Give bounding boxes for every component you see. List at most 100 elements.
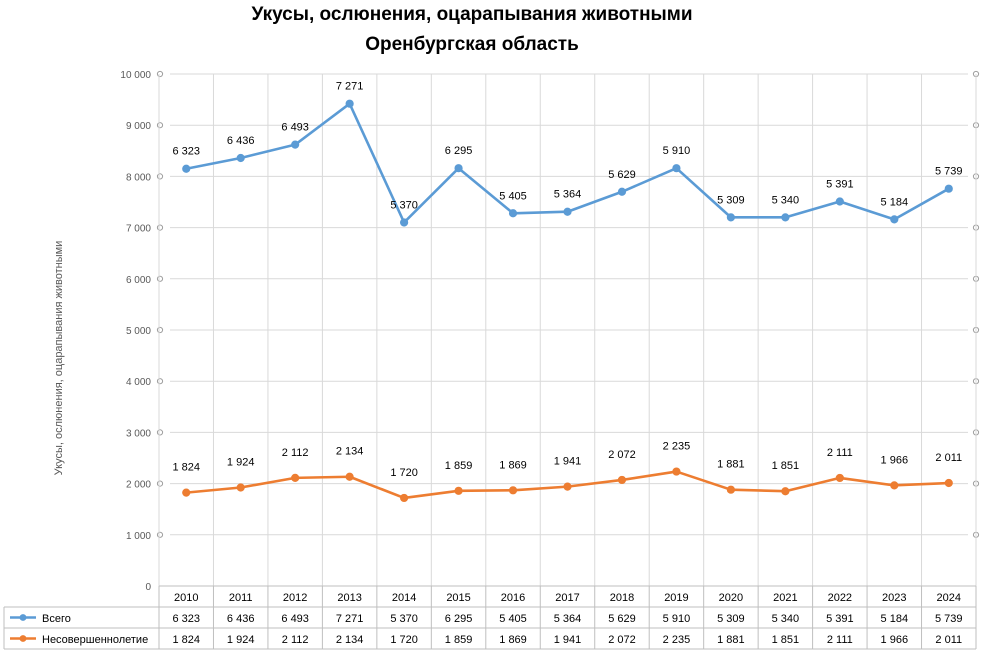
data-label: 7 271: [336, 81, 364, 93]
y-tick-label: 10 000: [120, 70, 151, 81]
data-point: [563, 482, 572, 491]
x-tick-label: 2010: [174, 592, 198, 604]
data-label: 5 364: [554, 189, 582, 201]
y-axis-marker: [156, 378, 164, 385]
x-tick-label: 2018: [610, 592, 634, 604]
data-label: 5 910: [663, 145, 691, 157]
x-tick-label: 2014: [392, 592, 416, 604]
y-tick-label: 1 000: [126, 531, 151, 542]
data-label: 2 072: [608, 449, 636, 461]
x-tick-label: 2015: [446, 592, 470, 604]
table-cell: 5 370: [390, 613, 418, 625]
x-tick-label: 2023: [882, 592, 906, 604]
data-label: 1 941: [554, 456, 582, 468]
data-label: 1 720: [390, 467, 418, 479]
y-tick-label: 0: [145, 582, 151, 593]
data-point: [835, 197, 844, 206]
legend-label: Несовершеннолетие: [42, 634, 148, 646]
data-point: [672, 164, 681, 173]
y-tick-label: 4 000: [126, 377, 151, 388]
table-cell: 1 941: [554, 634, 582, 646]
table-cell: 6 436: [227, 613, 255, 625]
y-axis-marker: [156, 480, 164, 487]
table-cell: 2 112: [282, 634, 309, 646]
data-point: [617, 475, 627, 485]
table-cell: 6 323: [172, 613, 200, 625]
table-cell: 6 493: [281, 613, 309, 625]
data-label: 1 851: [772, 460, 800, 472]
data-point: [726, 213, 736, 222]
table-cell: 1 924: [227, 634, 255, 646]
data-label: 6 323: [172, 146, 200, 158]
table-cell: 2 011: [935, 634, 962, 646]
table-cell: 1 881: [717, 634, 745, 646]
data-label: 1 966: [881, 454, 909, 466]
table-cell: 5 629: [608, 613, 636, 625]
x-tick-label: 2016: [501, 592, 525, 604]
legend-marker-1: [19, 635, 27, 642]
y-axis-marker: [156, 326, 164, 334]
data-label: 6 493: [281, 122, 309, 134]
table-cell: 1 851: [772, 634, 800, 646]
data-point: [508, 486, 518, 495]
y-axis-marker: [156, 531, 164, 538]
data-point: [236, 483, 245, 492]
x-tick-label: 2022: [828, 592, 852, 604]
table-cell: 5 309: [717, 613, 745, 625]
table-cell: 2 072: [608, 634, 636, 646]
data-point: [182, 488, 191, 497]
y-axis-marker: [156, 275, 164, 282]
data-point: [182, 164, 191, 173]
data-point: [944, 184, 953, 193]
data-point: [563, 207, 572, 216]
data-point: [400, 493, 409, 503]
data-label: 1 859: [445, 460, 473, 472]
x-tick-label: 2011: [229, 592, 253, 604]
data-point: [726, 485, 736, 494]
y-axis-marker: [156, 122, 164, 129]
data-label: 1 881: [717, 459, 745, 471]
data-label: 2 112: [282, 447, 309, 459]
data-point: [454, 486, 463, 495]
data-point: [345, 99, 354, 108]
data-label: 6 436: [227, 135, 255, 147]
data-point: [781, 213, 790, 222]
data-label: 5 629: [608, 169, 636, 181]
x-tick-label: 2021: [773, 592, 797, 604]
y-axis-marker: [156, 429, 164, 436]
y-tick-label: 6 000: [126, 275, 151, 286]
table-cell: 5 739: [935, 613, 963, 625]
data-point: [454, 164, 463, 173]
table-cell: 2 111: [827, 634, 853, 646]
data-label: 2 111: [827, 447, 853, 459]
data-point: [345, 472, 354, 481]
data-point: [236, 153, 245, 163]
data-label: 6 295: [445, 145, 473, 157]
chart-title: Укусы, ослюнения, оцарапывания животными: [251, 4, 693, 25]
y-axis-marker: [156, 70, 164, 78]
y-tick-label: 8 000: [126, 172, 151, 183]
y-tick-label: 2 000: [126, 480, 151, 491]
y-axis-marker: [156, 224, 164, 231]
table-cell: 2 235: [663, 634, 691, 646]
data-label: 5 405: [499, 190, 527, 202]
data-point: [400, 218, 409, 227]
data-label: 1 824: [172, 462, 200, 474]
table-cell: 5 405: [499, 613, 527, 625]
data-label: 5 370: [390, 199, 418, 211]
x-tick-label: 2019: [664, 592, 688, 604]
data-point: [291, 140, 300, 149]
data-label: 1 869: [499, 459, 527, 471]
data-label: 2 011: [935, 452, 962, 464]
data-point: [617, 187, 627, 196]
data-label: 2 134: [336, 446, 364, 458]
data-label: 5 340: [772, 194, 800, 206]
table-cell: 6 295: [445, 613, 473, 625]
data-label: 5 309: [717, 194, 745, 206]
y-tick-label: 7 000: [126, 224, 151, 235]
data-label: 2 235: [663, 441, 691, 453]
chart-subtitle: Оренбургская область: [365, 34, 579, 55]
data-label: 5 184: [881, 196, 909, 208]
table-cell: 5 364: [554, 613, 582, 625]
